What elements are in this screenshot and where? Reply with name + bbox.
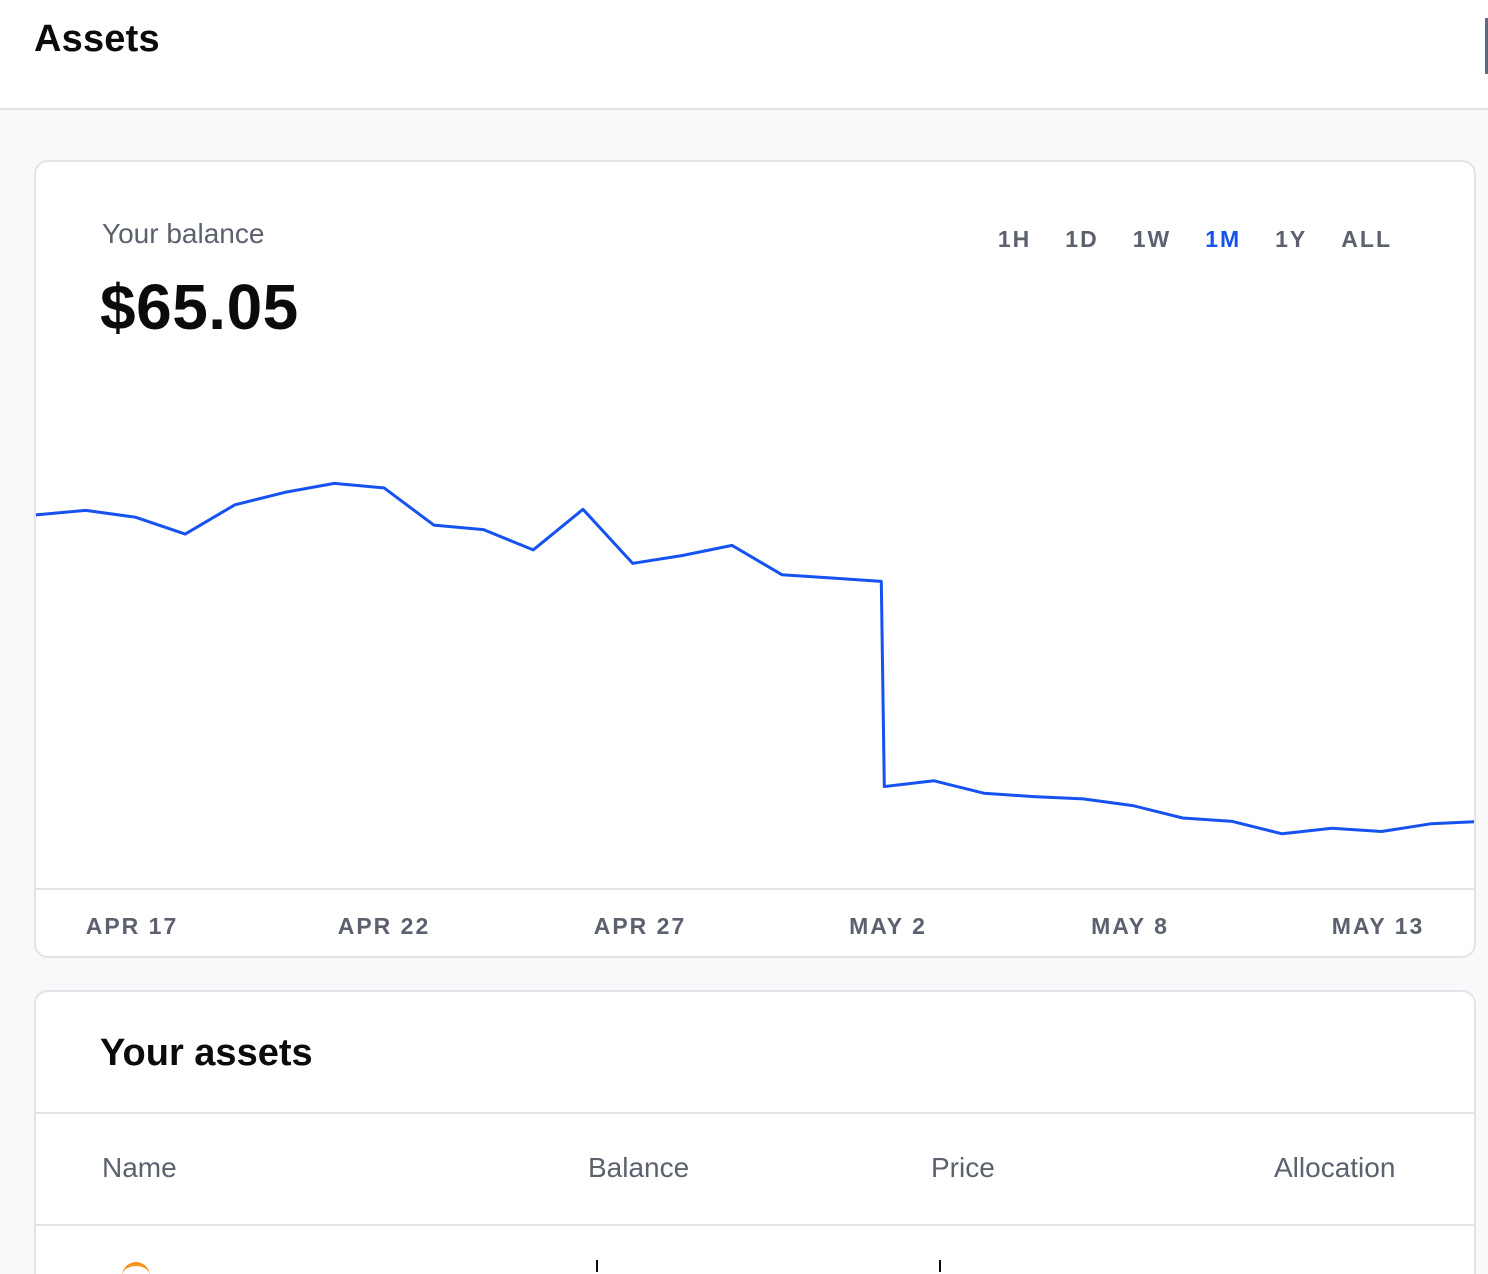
balance-value: $65.05 (100, 271, 299, 343)
balance-line (36, 481, 1474, 836)
top-bar: Assets (0, 0, 1488, 110)
assets-title: Your assets (100, 1032, 313, 1074)
x-tick-label: APR 22 (338, 913, 431, 939)
x-tick-label: APR 27 (594, 913, 687, 939)
row-text-peek (939, 1260, 941, 1272)
x-tick-label: MAY 2 (849, 913, 927, 939)
column-allocation[interactable]: Allocation (1274, 1152, 1396, 1183)
column-price[interactable]: Price (931, 1152, 995, 1183)
range-all[interactable]: ALL (1341, 226, 1392, 252)
assets-divider (36, 1112, 1474, 1114)
x-axis-ticks: APR 17 APR 22 APR 27 MAY 2 MAY 8 MAY 13 (86, 913, 1425, 939)
time-range-selector: 1H 1D 1W 1M 1Y ALL (964, 226, 1392, 253)
balance-card: Your balance $65.05 1H 1D 1W 1M 1Y ALL A… (34, 160, 1476, 958)
balance-chart[interactable]: APR 17 APR 22 APR 27 MAY 2 MAY 8 MAY 13 (36, 162, 1476, 958)
range-1h[interactable]: 1H (997, 226, 1032, 252)
edge-divider (1485, 18, 1488, 74)
column-name[interactable]: Name (102, 1152, 177, 1183)
range-1y[interactable]: 1Y (1275, 226, 1308, 252)
assets-card: Your assets Name Balance Price Allocatio… (34, 990, 1476, 1274)
range-1w[interactable]: 1W (1132, 226, 1172, 252)
header-row-divider (36, 1224, 1474, 1226)
x-tick-label: MAY 8 (1091, 913, 1169, 939)
balance-label: Your balance (102, 218, 265, 249)
column-balance[interactable]: Balance (588, 1152, 690, 1183)
x-tick-label: MAY 13 (1332, 913, 1425, 939)
row-text-peek (596, 1260, 598, 1272)
page-title: Assets (34, 18, 160, 60)
range-1d[interactable]: 1D (1065, 226, 1099, 252)
range-1m[interactable]: 1M (1205, 226, 1242, 252)
coin-icon (122, 1262, 150, 1274)
x-tick-label: APR 17 (86, 913, 179, 939)
